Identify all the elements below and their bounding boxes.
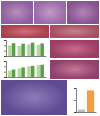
chart (74, 89, 97, 113)
bar (27, 66, 31, 77)
y-axis (74, 89, 77, 113)
axis-line (4, 62, 7, 78)
bar (12, 43, 16, 56)
bar (37, 45, 41, 56)
tick-mark (4, 56, 6, 57)
x-axis (77, 112, 97, 114)
tick-mark (4, 66, 6, 67)
x-axis (7, 77, 47, 79)
micrograph (50, 40, 99, 58)
tick-mark (74, 100, 76, 101)
axis-line (77, 112, 97, 113)
micrograph (50, 60, 99, 79)
tick-mark (4, 40, 6, 41)
bar (40, 43, 44, 56)
micrograph (34, 1, 66, 24)
tick (4, 56, 6, 57)
y-axis (4, 41, 7, 57)
tick-mark (74, 88, 76, 89)
bar (21, 67, 25, 77)
tick (74, 112, 76, 113)
bar (8, 71, 12, 77)
bar (31, 66, 35, 77)
bar (37, 65, 41, 77)
figure (0, 0, 100, 116)
micrograph (1, 25, 49, 38)
plot-area (8, 65, 44, 77)
bar (27, 44, 31, 56)
tick (74, 100, 76, 101)
axis-line (74, 89, 77, 113)
axis-line (7, 56, 47, 57)
chart (4, 41, 47, 57)
tick (4, 61, 6, 62)
bar (21, 44, 25, 56)
bar (18, 46, 22, 56)
tick (74, 88, 76, 89)
bar (78, 110, 85, 112)
plot-area (8, 43, 44, 56)
bar (87, 90, 94, 112)
bar (18, 68, 22, 77)
bar (8, 45, 12, 56)
plot-area (78, 90, 94, 112)
micrograph (50, 25, 99, 38)
tick-mark (4, 77, 6, 78)
chart (4, 62, 47, 78)
micrograph (1, 80, 67, 115)
tick-mark (4, 51, 6, 52)
tick-mark (4, 72, 6, 73)
tick-mark (4, 45, 6, 46)
axis-line (7, 77, 47, 78)
tick (4, 40, 6, 41)
axis-line (4, 41, 7, 57)
y-axis (4, 62, 7, 78)
bar (31, 43, 35, 56)
tick (4, 77, 6, 78)
micrograph (67, 1, 99, 24)
bar (40, 65, 44, 77)
tick (4, 45, 6, 46)
tick (4, 72, 6, 73)
tick-mark (74, 112, 76, 113)
bar (12, 70, 16, 77)
tick (4, 51, 6, 52)
tick (4, 66, 6, 67)
micrograph (1, 1, 33, 24)
tick-mark (4, 61, 6, 62)
x-axis (7, 56, 47, 58)
